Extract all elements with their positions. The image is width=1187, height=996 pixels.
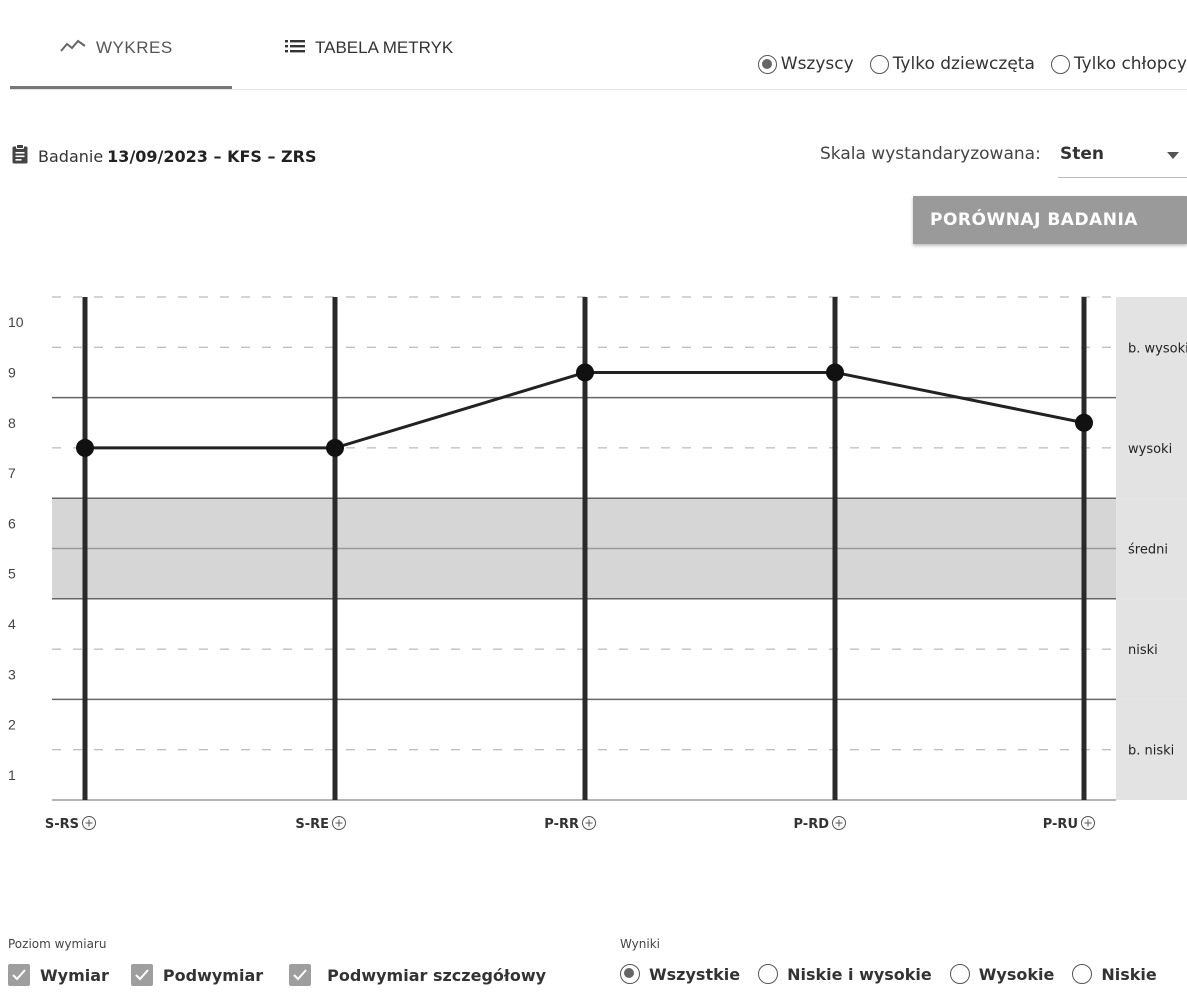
results-option-label: Wysokie: [978, 964, 1055, 984]
level-filter-title: Poziom wymiaru: [8, 937, 107, 951]
results-option-high[interactable]: Wysokie: [949, 964, 1055, 984]
add-circle-icon[interactable]: [332, 816, 346, 830]
results-filter: Wszystkie Niskie i wysokie Wysokie Niski…: [620, 964, 1175, 984]
clipboard-icon: [12, 144, 28, 168]
y-tick-label: 4: [8, 616, 16, 632]
band-label: b. niski: [1128, 744, 1174, 759]
chevron-down-icon: [1167, 152, 1179, 159]
band-label-background: [1116, 598, 1187, 700]
gender-option-girls[interactable]: Tylko dziewczęta: [869, 54, 1035, 74]
check-icon: [293, 969, 307, 981]
results-option-label: Wszystkie: [649, 964, 741, 984]
level-option-label: Podwymiar: [162, 965, 264, 985]
scale-label: Skala wystandaryzowana:: [820, 144, 1041, 164]
profile-chart: b. niski niski średni wysoki b. wysoki 1 2 3 4 5…: [8, 296, 1187, 832]
results-option-low-and-high[interactable]: Niskie i wysokie: [758, 964, 932, 984]
category-label: S-RS: [45, 817, 79, 832]
radio-button[interactable]: [869, 54, 889, 74]
y-tick-label: 3: [8, 666, 16, 682]
study-info: Badanie 13/09/2023 – KFS – ZRS: [12, 144, 317, 168]
results-option-low[interactable]: Niskie: [1072, 964, 1157, 984]
add-circle-icon[interactable]: [82, 816, 96, 830]
band-label-background: [1116, 397, 1187, 499]
y-tick-label: 9: [8, 364, 16, 380]
band-label: niski: [1128, 643, 1158, 658]
study-value: 13/09/2023 – KFS – ZRS: [107, 146, 317, 166]
line-chart-icon: [60, 38, 86, 54]
band-label: średni: [1128, 543, 1168, 558]
band-label-background: [1116, 297, 1187, 398]
gender-option-label: Tylko chłopcy: [1073, 54, 1187, 74]
y-tick-label: 6: [8, 515, 16, 531]
scale-select[interactable]: Sten: [1058, 136, 1187, 178]
list-icon: [285, 38, 305, 54]
check-icon: [135, 969, 149, 981]
y-tick-label: 1: [8, 767, 16, 783]
band-label: b. wysoki: [1128, 341, 1187, 356]
checkbox[interactable]: [8, 964, 30, 986]
scale-select-value: Sten: [1060, 144, 1105, 164]
band-label: wysoki: [1128, 442, 1172, 457]
category-label: P-RD: [794, 817, 830, 832]
results-option-label: Niskie: [1101, 964, 1157, 984]
category-label: P-RR: [544, 817, 579, 832]
active-tab-indicator: [10, 86, 232, 89]
results-option-label: Niskie i wysokie: [787, 964, 932, 984]
level-option-label: Wymiar: [40, 965, 109, 985]
add-circle-icon[interactable]: [1081, 816, 1095, 830]
tab-metrics-label: TABELA METRYK: [315, 38, 454, 57]
radio-button[interactable]: [1050, 54, 1070, 74]
radio-button[interactable]: [758, 964, 779, 984]
gender-option-label: Tylko dziewczęta: [892, 54, 1035, 74]
tab-chart-label: WYKRES: [96, 38, 173, 57]
band-label-background: [1116, 498, 1187, 599]
tab-metrics-table[interactable]: TABELA METRYK: [285, 38, 453, 88]
compare-studies-button[interactable]: PORÓWNAJ BADANIA: [913, 196, 1187, 244]
y-tick-label: 7: [8, 465, 16, 481]
band-label-background: [1116, 699, 1187, 800]
y-tick-label: 5: [8, 566, 16, 582]
gender-option-boys[interactable]: Tylko chłopcy: [1050, 54, 1187, 74]
check-icon: [12, 969, 26, 981]
results-filter-title: Wyniki: [620, 937, 660, 951]
gender-option-label: Wszyscy: [780, 54, 854, 74]
level-option-subdimension[interactable]: Podwymiar: [130, 964, 264, 986]
radio-button[interactable]: [1072, 964, 1093, 984]
data-point: [576, 363, 594, 382]
gender-option-all[interactable]: Wszyscy: [757, 54, 854, 74]
radio-button[interactable]: [949, 964, 970, 984]
data-point: [826, 363, 844, 382]
gender-filter: Wszyscy Tylko dziewczęta Tylko chłopcy: [757, 54, 1187, 74]
checkbox[interactable]: [289, 964, 312, 986]
level-option-label: Podwymiar szczegółowy: [327, 965, 547, 985]
level-option-detailed-subdimension[interactable]: Podwymiar szczegółowy: [289, 964, 546, 986]
radio-button[interactable]: [757, 54, 777, 74]
results-option-all[interactable]: Wszystkie: [620, 964, 740, 984]
data-point: [1075, 413, 1093, 432]
tab-chart[interactable]: WYKRES: [60, 38, 173, 88]
radio-button[interactable]: [620, 964, 640, 984]
y-tick-label: 10: [8, 314, 24, 330]
category-label: P-RU: [1043, 817, 1078, 832]
view-tabs: WYKRES TABELA METRYK: [10, 0, 1187, 90]
data-point: [326, 438, 344, 457]
data-point: [76, 438, 94, 457]
category-label: S-RE: [295, 817, 329, 832]
level-filter: Wymiar Podwymiar Podwymiar szczegółowy: [8, 964, 568, 986]
level-option-dimension[interactable]: Wymiar: [8, 964, 109, 986]
add-circle-icon[interactable]: [832, 816, 846, 830]
checkbox[interactable]: [130, 964, 153, 986]
y-tick-label: 2: [8, 717, 16, 733]
y-tick-label: 8: [8, 415, 16, 431]
study-label: Badanie: [38, 146, 104, 166]
add-circle-icon[interactable]: [582, 816, 596, 830]
